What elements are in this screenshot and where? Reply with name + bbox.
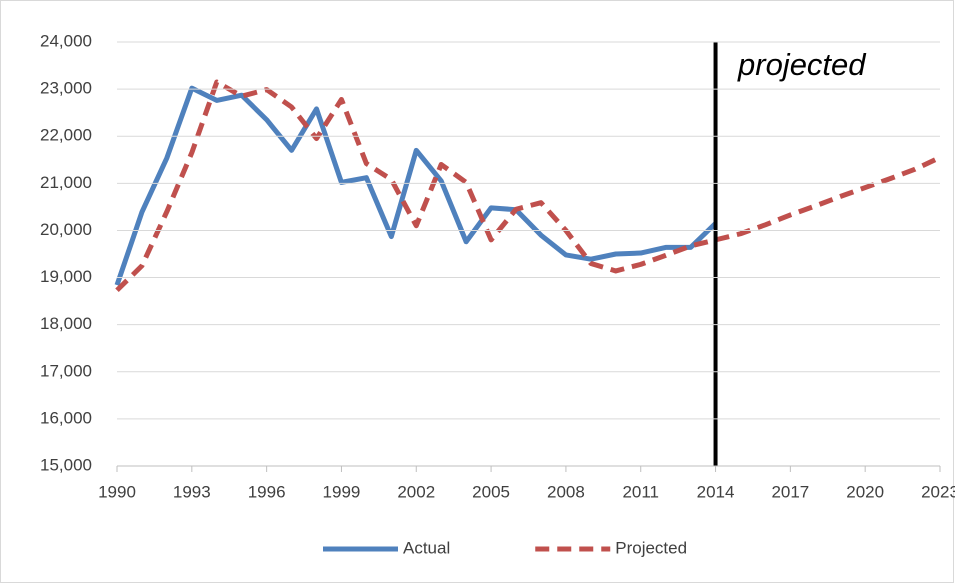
x-tick-label: 2005 xyxy=(472,482,510,501)
x-tick-label: 1990 xyxy=(98,482,136,501)
x-tick-label: 2014 xyxy=(697,482,735,501)
y-tick-label: 15,000 xyxy=(40,455,92,474)
y-tick-label: 20,000 xyxy=(40,220,92,239)
legend-label: Actual xyxy=(403,538,450,557)
annotation: projected xyxy=(737,47,867,82)
x-tick-label: 2011 xyxy=(622,482,659,501)
y-tick-label: 17,000 xyxy=(40,361,92,380)
x-tick-label: 2020 xyxy=(846,482,884,501)
y-tick-label: 22,000 xyxy=(40,126,92,145)
series-line xyxy=(115,79,942,293)
y-tick-label: 24,000 xyxy=(40,31,92,50)
legend-label: Projected xyxy=(615,538,687,557)
x-tick-label: 2023 xyxy=(921,482,955,501)
series-line xyxy=(114,85,718,286)
x-tick-label: 2002 xyxy=(397,482,435,501)
x-tick-label: 1999 xyxy=(323,482,361,501)
y-tick-label: 18,000 xyxy=(40,314,92,333)
y-tick-label: 19,000 xyxy=(40,267,92,286)
x-tick-label: 1996 xyxy=(248,482,286,501)
x-tick-label: 1993 xyxy=(173,482,211,501)
x-tick-label: 2017 xyxy=(771,482,809,501)
x-tick-label: 2008 xyxy=(547,482,585,501)
y-tick-label: 21,000 xyxy=(40,173,92,192)
y-tick-label: 23,000 xyxy=(40,79,92,98)
y-tick-label: 16,000 xyxy=(40,408,92,427)
